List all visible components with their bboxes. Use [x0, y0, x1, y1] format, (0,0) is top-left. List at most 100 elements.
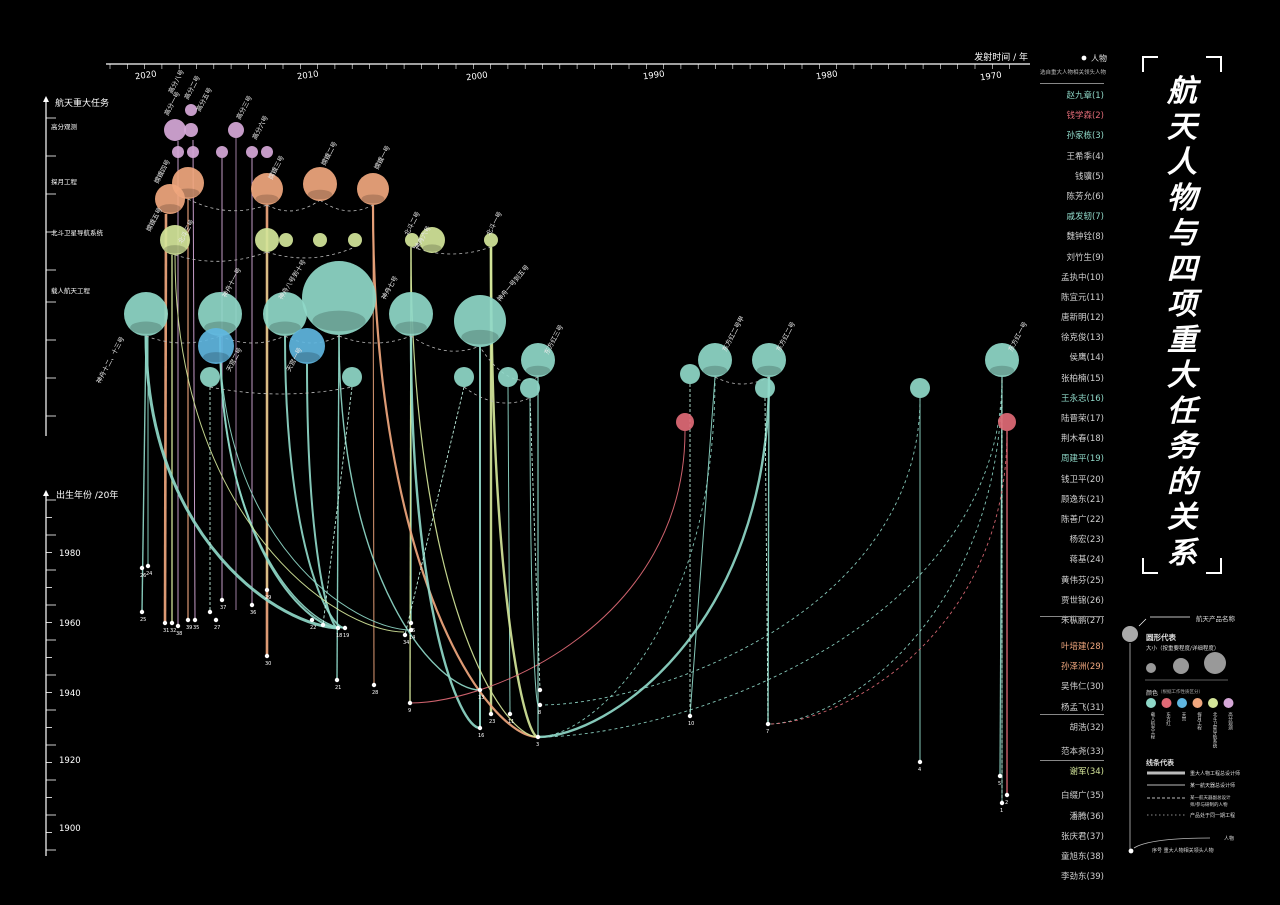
person-34[interactable]: 谢军(34) — [1069, 767, 1104, 778]
product-bubble[interactable] — [698, 343, 732, 377]
person-30[interactable]: 吴伟仁(30) — [1061, 682, 1104, 693]
product-bubble[interactable] — [454, 367, 474, 387]
person-12[interactable]: 唐新明(12) — [1061, 313, 1104, 324]
person-node[interactable] — [342, 625, 348, 631]
person-node[interactable] — [309, 617, 315, 623]
person-node[interactable] — [219, 597, 225, 603]
person-node[interactable] — [371, 682, 377, 688]
person-4[interactable]: 王希季(4) — [1066, 151, 1104, 162]
person-39[interactable]: 李劲东(39) — [1061, 872, 1104, 883]
product-bubble[interactable] — [484, 233, 498, 247]
person-15[interactable]: 张柏楠(15) — [1061, 373, 1104, 384]
product-bubble[interactable] — [389, 292, 433, 336]
product-bubble[interactable] — [357, 173, 389, 205]
person-node[interactable] — [507, 711, 513, 717]
person-24[interactable]: 蒋基(24) — [1069, 555, 1104, 566]
product-bubble[interactable] — [160, 225, 190, 255]
person-node[interactable] — [537, 702, 543, 708]
person-node[interactable] — [537, 687, 543, 693]
product-bubble[interactable] — [998, 413, 1016, 431]
person-20[interactable]: 钱卫平(20) — [1061, 474, 1104, 485]
person-32[interactable]: 胡浩(32) — [1069, 722, 1104, 733]
person-node[interactable] — [407, 700, 413, 706]
person-18[interactable]: 荆木春(18) — [1061, 434, 1104, 445]
person-node[interactable] — [162, 620, 168, 626]
person-node[interactable] — [249, 602, 255, 608]
person-node[interactable] — [264, 653, 270, 659]
product-bubble[interactable] — [289, 328, 325, 364]
person-7[interactable]: 戚发轫(7) — [1066, 212, 1104, 223]
person-17[interactable]: 陆晋荣(17) — [1061, 414, 1104, 424]
product-bubble[interactable] — [200, 367, 220, 387]
product-bubble[interactable] — [521, 343, 555, 377]
person-node[interactable] — [999, 800, 1005, 806]
person-node[interactable] — [408, 627, 414, 633]
person-29[interactable]: 孙泽洲(29) — [1061, 662, 1104, 673]
person-node[interactable] — [477, 725, 483, 731]
person-14[interactable]: 侯鹰(14) — [1069, 353, 1104, 364]
person-22[interactable]: 陈善广(22) — [1061, 514, 1104, 525]
person-node[interactable] — [175, 623, 181, 629]
product-bubble[interactable] — [405, 233, 419, 247]
product-bubble[interactable] — [246, 146, 258, 158]
person-21[interactable]: 顾逸东(21) — [1061, 494, 1104, 505]
product-bubble[interactable] — [124, 292, 168, 336]
person-25[interactable]: 黄伟芬(25) — [1061, 575, 1104, 586]
product-bubble[interactable] — [910, 378, 930, 398]
person-node[interactable] — [320, 622, 326, 628]
person-node[interactable] — [477, 687, 483, 693]
product-bubble[interactable] — [255, 228, 279, 252]
person-13[interactable]: 徐克俊(13) — [1061, 333, 1104, 344]
person-node[interactable] — [192, 617, 198, 623]
product-bubble[interactable] — [419, 227, 445, 253]
person-5[interactable]: 钱骥(5) — [1074, 171, 1104, 182]
person-node[interactable] — [535, 734, 541, 740]
product-bubble[interactable] — [216, 146, 228, 158]
product-bubble[interactable] — [985, 343, 1019, 377]
person-23[interactable]: 杨宏(23) — [1069, 535, 1104, 546]
person-28[interactable]: 叶培建(28) — [1061, 642, 1104, 653]
person-8[interactable]: 魏钟铨(8) — [1066, 232, 1104, 243]
product-bubble[interactable] — [185, 104, 197, 116]
product-bubble[interactable] — [228, 122, 244, 138]
person-36[interactable]: 潘腾(36) — [1069, 811, 1104, 822]
product-bubble[interactable] — [198, 328, 234, 364]
product-bubble[interactable] — [261, 146, 273, 158]
person-node[interactable] — [139, 565, 145, 571]
person-node[interactable] — [997, 773, 1003, 779]
person-node[interactable] — [139, 609, 145, 615]
person-node[interactable] — [213, 617, 219, 623]
product-bubble[interactable] — [198, 292, 242, 336]
product-bubble[interactable] — [752, 343, 786, 377]
person-node[interactable] — [334, 677, 340, 683]
person-11[interactable]: 陈宜元(11) — [1061, 292, 1104, 303]
person-node[interactable] — [264, 587, 270, 593]
person-16[interactable]: 王永志(16) — [1061, 393, 1104, 404]
person-node[interactable] — [402, 632, 408, 638]
product-bubble[interactable] — [498, 367, 518, 387]
product-bubble[interactable] — [279, 233, 293, 247]
person-19[interactable]: 周建平(19) — [1061, 454, 1104, 465]
person-node[interactable] — [207, 609, 213, 615]
person-31[interactable]: 杨孟飞(31) — [1061, 702, 1104, 713]
product-bubble[interactable] — [251, 173, 283, 205]
product-bubble[interactable] — [520, 378, 540, 398]
product-bubble[interactable] — [303, 167, 337, 201]
person-node[interactable] — [169, 620, 175, 626]
person-38[interactable]: 童旭东(38) — [1061, 851, 1104, 862]
product-bubble[interactable] — [342, 367, 362, 387]
product-bubble[interactable] — [313, 233, 327, 247]
person-3[interactable]: 孙家栋(3) — [1066, 131, 1104, 142]
person-33[interactable]: 范本尧(33) — [1061, 747, 1104, 757]
person-26[interactable]: 贾世锦(26) — [1061, 595, 1104, 606]
person-35[interactable]: 白缀广(35) — [1061, 791, 1104, 802]
product-bubble[interactable] — [676, 413, 694, 431]
person-node[interactable] — [687, 713, 693, 719]
person-node[interactable] — [917, 759, 923, 765]
person-node[interactable] — [1004, 792, 1010, 798]
person-node[interactable] — [765, 721, 771, 727]
person-27[interactable]: 朱枞鹏(27) — [1061, 615, 1104, 626]
product-bubble[interactable] — [348, 233, 362, 247]
product-bubble[interactable] — [172, 146, 184, 158]
product-bubble[interactable] — [187, 146, 199, 158]
